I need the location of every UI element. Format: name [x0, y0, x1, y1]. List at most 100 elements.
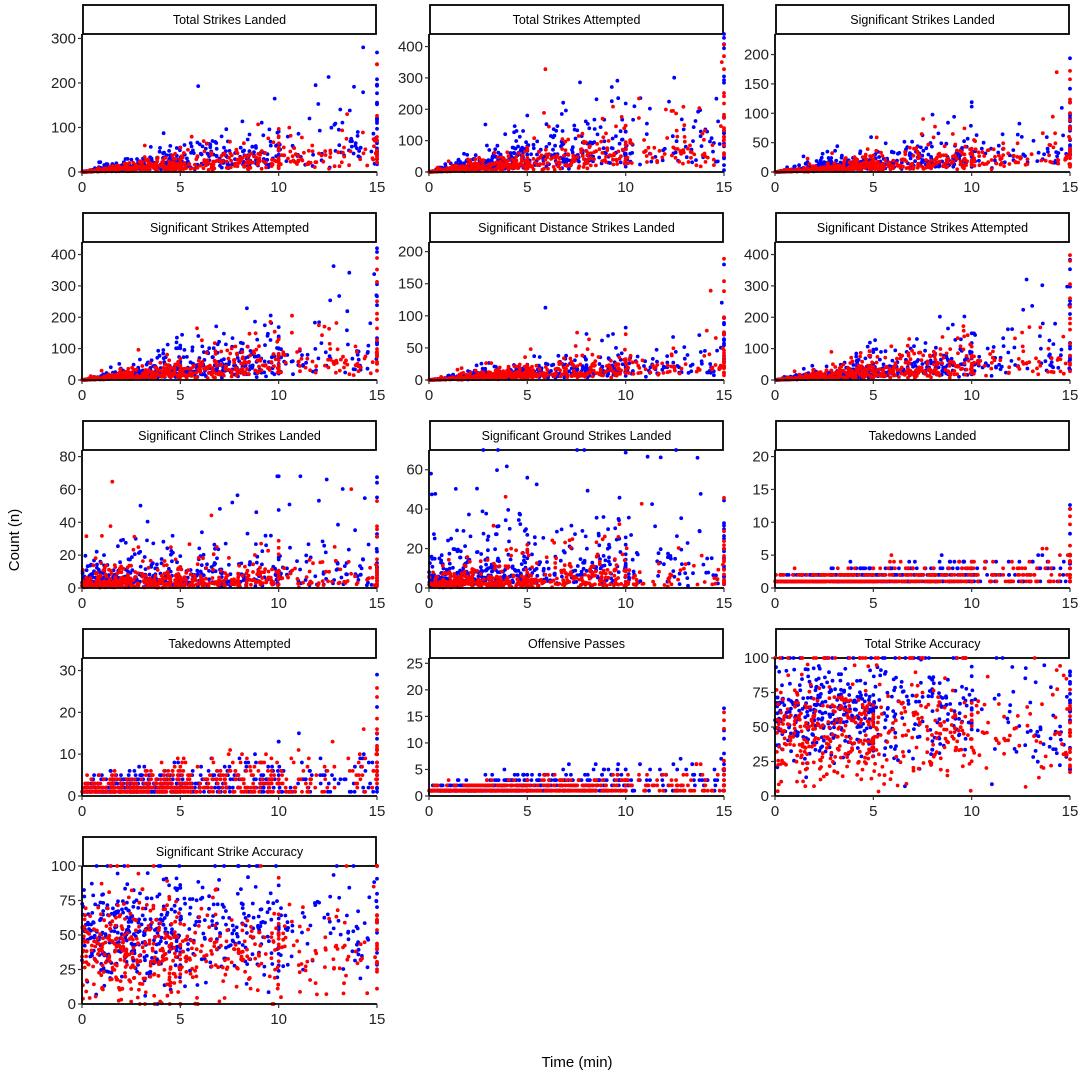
red-point	[1018, 155, 1023, 160]
red-point	[1063, 158, 1068, 162]
red-point	[508, 373, 513, 378]
red-point	[547, 124, 551, 129]
red-point	[179, 154, 184, 159]
red-point	[563, 139, 568, 144]
red-point	[358, 157, 363, 162]
blue-point	[269, 355, 274, 360]
blue-point	[716, 119, 720, 124]
red-point	[972, 138, 976, 142]
blue-point	[272, 96, 277, 101]
red-point	[623, 367, 628, 372]
red-point	[375, 160, 379, 165]
red-point	[611, 104, 615, 109]
red-point	[538, 162, 542, 167]
red-point	[623, 371, 628, 376]
red-point	[1001, 141, 1006, 146]
red-point	[912, 146, 916, 151]
blue-point	[877, 155, 882, 159]
red-point	[544, 152, 549, 157]
blue-point	[1019, 135, 1024, 139]
red-point	[1064, 154, 1069, 158]
red-point	[375, 362, 379, 366]
red-point	[628, 138, 633, 143]
red-point	[969, 161, 974, 166]
blue-point	[597, 155, 602, 160]
red-point	[671, 109, 675, 113]
blue-point	[910, 139, 914, 144]
red-point	[227, 155, 231, 160]
red-point	[986, 160, 991, 165]
blue-point	[908, 156, 913, 161]
blue-point	[521, 129, 525, 133]
y-tick-label: 50	[406, 340, 423, 357]
red-point	[541, 161, 546, 166]
blue-point	[801, 154, 806, 159]
blue-point	[617, 141, 622, 146]
red-point	[950, 132, 955, 136]
red-point	[234, 149, 239, 154]
red-point	[581, 165, 586, 169]
red-point	[1047, 153, 1051, 158]
red-point	[242, 141, 246, 146]
red-point	[276, 145, 281, 150]
red-point	[220, 159, 225, 163]
red-point	[1068, 146, 1072, 151]
red-point	[634, 360, 639, 365]
blue-point	[336, 127, 341, 132]
red-point	[615, 162, 619, 166]
blue-point	[1045, 146, 1050, 151]
red-point	[595, 142, 599, 146]
red-point	[118, 367, 123, 371]
red-point	[171, 370, 176, 375]
blue-point	[889, 150, 894, 155]
red-point	[562, 153, 566, 158]
red-point	[681, 104, 686, 109]
blue-point	[375, 126, 379, 131]
blue-point	[611, 332, 615, 336]
red-point	[686, 160, 691, 164]
red-point	[336, 150, 341, 155]
red-point	[257, 369, 261, 374]
blue-point	[375, 303, 379, 308]
blue-point	[313, 347, 318, 351]
x-tick-label: 10	[270, 179, 287, 196]
red-point	[256, 122, 260, 127]
red-point	[188, 166, 193, 171]
y-tick-label: 400	[51, 247, 76, 264]
blue-point	[712, 373, 716, 378]
red-point	[211, 375, 216, 379]
blue-point	[255, 354, 259, 359]
red-point	[711, 157, 716, 162]
red-point	[994, 161, 999, 166]
blue-point	[573, 358, 577, 363]
blue-point	[210, 139, 215, 143]
red-point	[270, 162, 275, 167]
red-point	[514, 155, 519, 159]
blue-point	[253, 319, 257, 324]
red-point	[1015, 141, 1020, 146]
blue-point	[512, 124, 517, 128]
red-point	[945, 160, 950, 164]
red-point	[556, 164, 561, 169]
x-tick-label: 15	[716, 179, 733, 196]
red-point	[219, 349, 224, 354]
red-point	[242, 163, 247, 168]
blue-point	[480, 366, 485, 371]
blue-point	[479, 361, 484, 366]
red-point	[114, 373, 119, 378]
blue-point	[532, 354, 537, 359]
red-point	[596, 355, 601, 359]
red-point	[314, 160, 319, 165]
red-point	[375, 311, 379, 316]
red-point	[972, 163, 977, 168]
red-point	[212, 341, 217, 345]
red-point	[501, 373, 506, 377]
blue-point	[181, 355, 186, 359]
red-point	[710, 143, 715, 148]
red-point	[178, 356, 183, 361]
blue-point	[174, 146, 179, 150]
blue-point	[1042, 152, 1046, 157]
blue-point	[328, 298, 333, 303]
blue-point	[512, 130, 516, 135]
